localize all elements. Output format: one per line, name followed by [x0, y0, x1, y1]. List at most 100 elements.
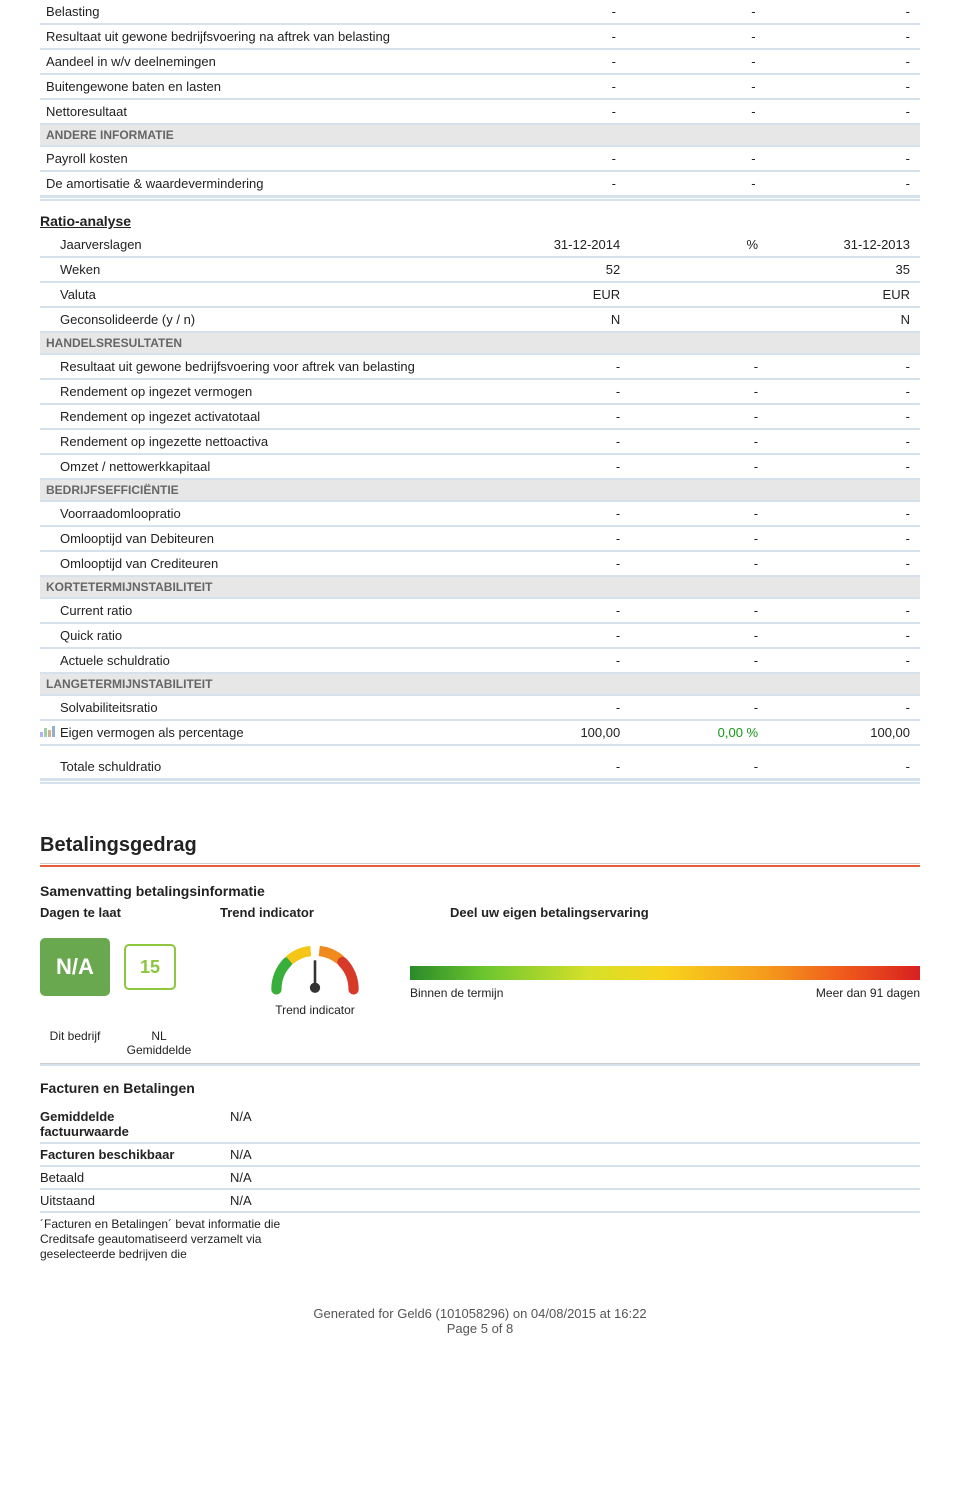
row-label: De amortisatie & waardevermindering: [40, 171, 498, 196]
row-val: N: [764, 307, 920, 332]
table-row: De amortisatie & waardevermindering---: [40, 171, 920, 196]
total-label: Totale schuldratio: [54, 755, 504, 779]
gauge-icon: [260, 938, 370, 998]
row-val: -: [764, 551, 920, 576]
row-val: -: [764, 526, 920, 551]
section-separator: [40, 197, 920, 201]
row-label: Jaarverslagen: [54, 233, 504, 257]
row-val: -: [504, 404, 661, 429]
row-val: -: [762, 0, 920, 24]
row-val: -: [764, 501, 920, 526]
row-val: -: [762, 74, 920, 99]
fac-value: N/A: [230, 1170, 290, 1185]
table-row: Aandeel in w/v deelnemingen---: [40, 49, 920, 74]
section-separator: [40, 780, 920, 784]
group-header: BEDRIJFSEFFICIËNTIE: [40, 479, 920, 501]
row-val: 52: [504, 257, 661, 282]
row-val: 35: [764, 257, 920, 282]
row-val: -: [656, 99, 762, 124]
row-val: -: [660, 648, 764, 673]
row-label: Actuele schuldratio: [54, 648, 504, 673]
row-label: Belasting: [40, 0, 498, 24]
row-label: Resultaat uit gewone bedrijfsvoering na …: [40, 24, 498, 49]
row-label: Buitengewone baten en lasten: [40, 74, 498, 99]
fac-label: Facturen beschikbaar: [40, 1147, 230, 1162]
grad-right-label: Meer dan 91 dagen: [816, 986, 920, 1000]
row-val: -: [504, 379, 661, 404]
row-label: Rendement op ingezette nettoactiva: [54, 429, 504, 454]
row-val: -: [504, 501, 661, 526]
row-label: Rendement op ingezet activatotaal: [54, 404, 504, 429]
row-val: EUR: [764, 282, 920, 307]
row-val: -: [764, 429, 920, 454]
footer-line2: Page 5 of 8: [40, 1321, 920, 1336]
fac-label: Uitstaand: [40, 1193, 230, 1208]
group-header: KORTETERMIJNSTABILITEIT: [40, 576, 920, 598]
row-val: -: [498, 171, 656, 196]
row-val: -: [660, 404, 764, 429]
row-val: [660, 257, 764, 282]
table-row: Nettoresultaat---: [40, 99, 920, 124]
row-val: -: [762, 24, 920, 49]
subheader-andere: ANDERE INFORMATIE: [40, 124, 920, 146]
row-val: -: [656, 74, 762, 99]
row-val: -: [764, 354, 920, 379]
betalingsgedrag-title: Betalingsgedrag: [40, 834, 920, 857]
row-val: 31-12-2013: [764, 233, 920, 257]
avg-badge: 15: [124, 944, 176, 990]
row-val: -: [498, 99, 656, 124]
table-row: Payroll kosten---: [40, 146, 920, 171]
row-val: -: [498, 146, 656, 171]
row-label: Omlooptijd van Debiteuren: [54, 526, 504, 551]
row-label: Quick ratio: [54, 623, 504, 648]
facturen-title: Facturen en Betalingen: [40, 1080, 920, 1096]
row-val: -: [660, 354, 764, 379]
trend-gauge: Trend indicator: [240, 938, 390, 1017]
row-val: -: [498, 0, 656, 24]
summary-header-row: Dagen te laat Trend indicator Deel uw ei…: [40, 903, 920, 928]
row-val: -: [660, 695, 764, 720]
table-row: Rendement op ingezette nettoactiva---: [40, 429, 920, 454]
row-val: -: [660, 623, 764, 648]
row-val: -: [764, 404, 920, 429]
row-label: Eigen vermogen als percentage: [54, 720, 504, 745]
table-row: Resultaat uit gewone bedrijfsvoering voo…: [40, 354, 920, 379]
row-val: -: [504, 454, 661, 479]
fac-value: N/A: [230, 1109, 290, 1139]
row-val: -: [764, 623, 920, 648]
gradient-bar: [410, 966, 920, 980]
row-val: %: [660, 233, 764, 257]
table-row: Eigen vermogen als percentage100,000,00 …: [40, 720, 920, 745]
row-val: -: [498, 49, 656, 74]
gradient-scale: Binnen de termijn Meer dan 91 dagen: [410, 938, 920, 1000]
row-label: Omlooptijd van Crediteuren: [54, 551, 504, 576]
footer-line1: Generated for Geld6 (101058296) on 04/08…: [40, 1306, 920, 1321]
row-val: 0,00 %: [660, 720, 764, 745]
ratio-analyse-title: Ratio-analyse: [40, 203, 920, 233]
table-row: Geconsolideerde (y / n)NN: [40, 307, 920, 332]
row-val: -: [764, 598, 920, 623]
facturen-row: Facturen beschikbaarN/A: [40, 1144, 920, 1167]
row-label: Voorraadomloopratio: [54, 501, 504, 526]
row-val: -: [504, 429, 661, 454]
row-val: 100,00: [504, 720, 661, 745]
grad-left-label: Binnen de termijn: [410, 986, 503, 1000]
row-val: -: [656, 49, 762, 74]
col-share: Deel uw eigen betalingservaring: [450, 905, 920, 920]
row-label: Nettoresultaat: [40, 99, 498, 124]
row-val: -: [660, 454, 764, 479]
table-row: Weken5235: [40, 257, 920, 282]
row-val: -: [660, 551, 764, 576]
row-val: -: [498, 24, 656, 49]
row-val: N: [504, 307, 661, 332]
row-val: -: [764, 695, 920, 720]
row-val: -: [660, 598, 764, 623]
row-val: -: [660, 526, 764, 551]
this-company-label: Dit bedrijf: [40, 1029, 110, 1057]
row-val: -: [504, 354, 661, 379]
summary-title: Samenvatting betalingsinformatie: [40, 883, 920, 899]
row-label: Geconsolideerde (y / n): [54, 307, 504, 332]
row-val: -: [762, 146, 920, 171]
table-row: Quick ratio---: [40, 623, 920, 648]
row-val: 31-12-2014: [504, 233, 661, 257]
